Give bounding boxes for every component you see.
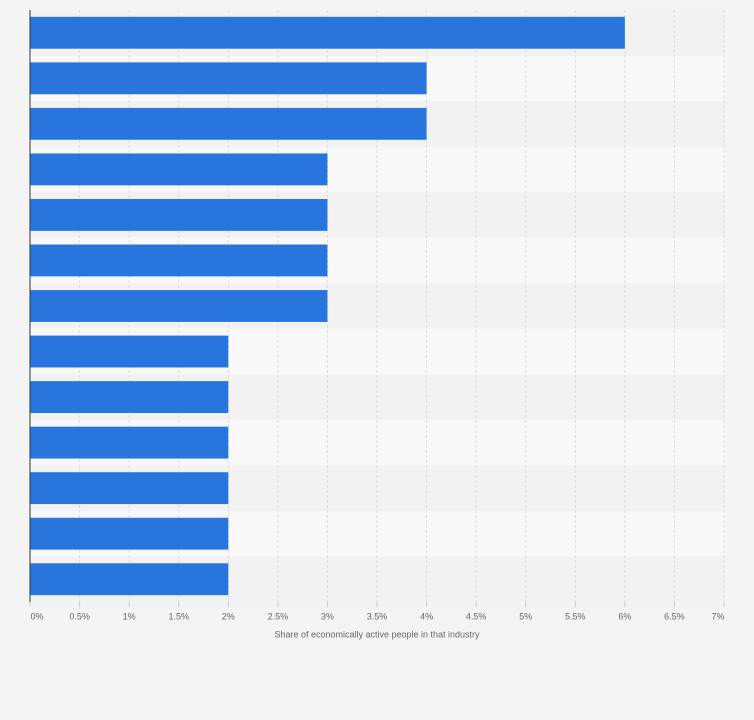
x-tick-label: 3% (321, 611, 334, 621)
bar (30, 62, 427, 95)
bar (30, 290, 328, 322)
x-tick-label: 0.5% (69, 611, 90, 621)
bar (30, 244, 328, 277)
bar (30, 472, 229, 505)
x-tick-label: 7% (711, 611, 724, 621)
x-axis-title: Share of economically active people in t… (274, 629, 480, 639)
bar (30, 426, 229, 459)
bar (30, 381, 229, 414)
bar (30, 153, 328, 186)
bar (30, 563, 229, 596)
x-tick-label: 1.5% (168, 611, 189, 621)
x-tick-label: 6.5% (664, 611, 685, 621)
x-tick-label: 6% (618, 611, 631, 621)
bar (30, 517, 229, 550)
x-tick-label: 4.5% (466, 611, 487, 621)
bar (30, 107, 427, 140)
x-tick-label: 0% (30, 611, 43, 621)
x-tick-label: 5% (519, 611, 532, 621)
bar (30, 335, 229, 368)
bar (30, 198, 328, 231)
x-tick-label: 2% (222, 611, 235, 621)
x-tick-label: 3.5% (367, 611, 388, 621)
x-tick-label: 2.5% (268, 611, 289, 621)
x-tick-label: 5.5% (565, 611, 586, 621)
x-tick-label: 4% (420, 611, 433, 621)
x-tick-label: 1% (123, 611, 136, 621)
bar (30, 16, 625, 49)
